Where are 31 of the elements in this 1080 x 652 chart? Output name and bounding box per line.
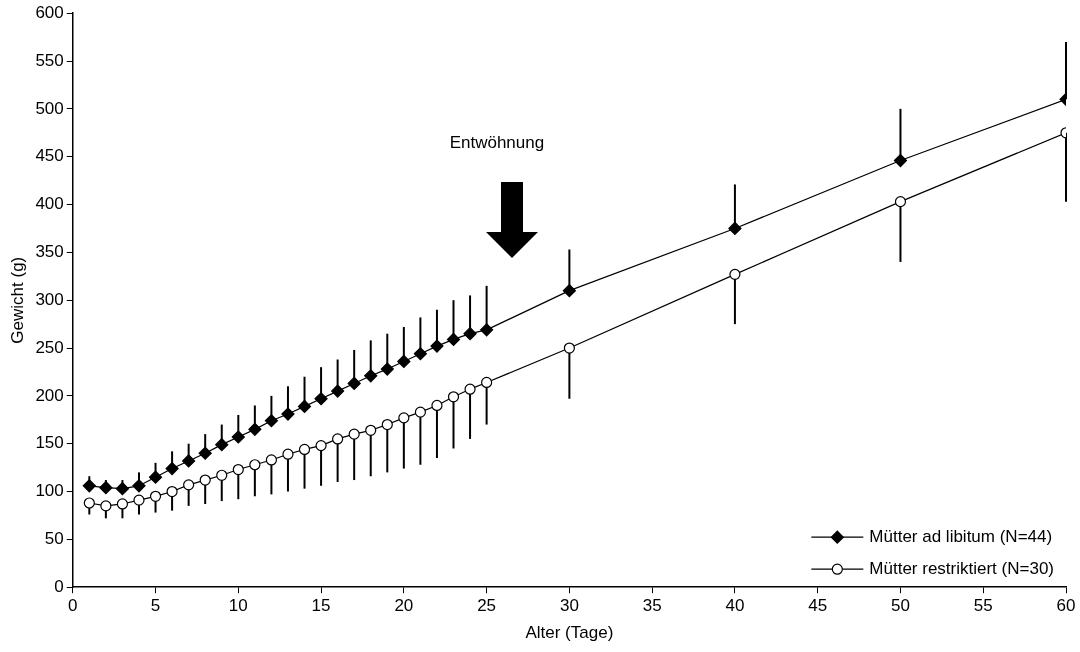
annotation: Entwöhnung — [449, 132, 545, 152]
y-tick-label: 150 — [35, 433, 64, 453]
x-tick-label: 30 — [559, 596, 579, 616]
x-tick-label: 5 — [150, 596, 161, 616]
x-axis-title: Alter (Tage) — [525, 623, 614, 643]
y-tick-label: 600 — [35, 2, 64, 22]
y-axis-title: Gewicht (g) — [7, 256, 27, 344]
x-tick-label: 50 — [891, 596, 910, 616]
y-tick-label: 50 — [44, 529, 64, 549]
y-tick-label: 500 — [35, 98, 64, 118]
x-tick-label: 35 — [642, 596, 662, 616]
y-tick-label: 450 — [35, 146, 64, 166]
y-tick-label: 300 — [35, 289, 64, 309]
x-tick-label: 25 — [477, 596, 497, 616]
y-tick-label: 550 — [35, 50, 64, 70]
x-tick-label: 15 — [311, 596, 331, 616]
y-tick-label: 200 — [35, 385, 64, 405]
y-tick-label: 0 — [54, 576, 64, 596]
x-tick-label: 20 — [394, 596, 414, 616]
y-tick-label: 400 — [35, 194, 64, 214]
x-tick-label: 60 — [1056, 596, 1076, 616]
x-tick-label: 55 — [973, 596, 993, 616]
legend-label: Mütter restriktiert (N=30) — [869, 558, 1055, 578]
y-tick-label: 250 — [35, 337, 64, 357]
x-tick-label: 10 — [228, 596, 248, 616]
x-tick-label: 45 — [808, 596, 828, 616]
x-tick-label: 0 — [68, 596, 78, 616]
y-tick-label: 100 — [35, 481, 64, 501]
x-tick-label: 40 — [725, 596, 745, 616]
legend-label: Mütter ad libitum (N=44) — [869, 526, 1053, 546]
y-tick-label: 350 — [35, 242, 64, 262]
